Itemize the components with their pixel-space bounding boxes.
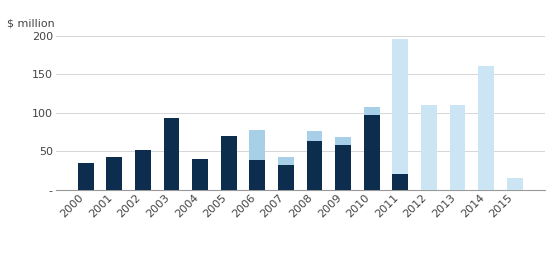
Bar <box>364 115 380 190</box>
Bar <box>478 66 494 190</box>
Bar <box>250 130 265 160</box>
Bar <box>364 107 380 115</box>
Bar <box>106 157 122 190</box>
Bar <box>335 145 351 190</box>
Bar <box>507 178 523 190</box>
Bar <box>450 105 465 190</box>
Text: $ million: $ million <box>7 18 54 28</box>
Bar <box>135 150 151 190</box>
Bar <box>307 141 322 190</box>
Bar <box>250 160 265 190</box>
Bar <box>421 105 437 190</box>
Bar <box>278 157 294 165</box>
Bar <box>192 159 208 190</box>
Bar <box>393 174 408 190</box>
Bar <box>307 131 322 141</box>
Bar <box>78 163 93 190</box>
Bar <box>393 39 408 174</box>
Bar <box>221 136 237 190</box>
Bar <box>278 165 294 190</box>
Bar <box>335 137 351 145</box>
Bar <box>163 118 180 190</box>
